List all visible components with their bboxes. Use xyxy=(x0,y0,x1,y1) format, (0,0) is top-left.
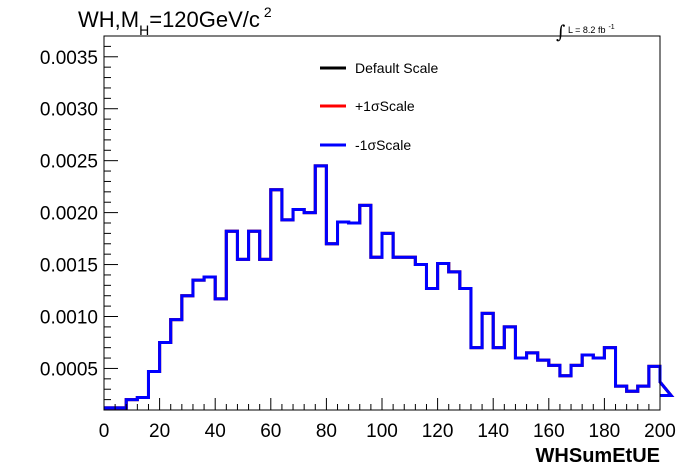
x-tick-label: 140 xyxy=(477,421,509,442)
x-tick-label: 180 xyxy=(589,421,621,442)
svg-text:WH,MH=120GeV/c2: WH,MH=120GeV/c 2 xyxy=(78,4,272,38)
x-tick-label: 40 xyxy=(205,421,226,442)
y-tick-label: 0.0015 xyxy=(40,256,98,277)
legend-label-3: -1σScale xyxy=(355,137,411,153)
x-axis: 0 20 40 60 80 100 120 140 160 180 200 xyxy=(99,398,676,442)
title-part1: WH,M xyxy=(78,7,139,32)
title-subscript: H xyxy=(139,22,149,38)
series-line-3 xyxy=(104,164,675,410)
luminosity-superscript: -1 xyxy=(608,24,614,31)
chart-title: WH,MH=120GeV/c 2 xyxy=(78,4,272,38)
x-tick-label: 20 xyxy=(149,421,170,442)
svg-text:L = 8.2 fb-1: L = 8.2 fb -1 xyxy=(568,24,615,35)
y-tick-label: 0.0030 xyxy=(40,100,98,121)
y-tick-label: 0.0020 xyxy=(40,204,98,225)
x-tick-label: 160 xyxy=(533,421,565,442)
title-superscript: 2 xyxy=(264,4,272,20)
x-tick-label: 0 xyxy=(99,421,110,442)
luminosity-label: ∫ L = 8.2 fb -1 xyxy=(556,22,615,43)
y-axis: 0.0005 0.0010 0.0015 0.0020 0.0025 0.0030 0.00… xyxy=(40,35,118,411)
legend-label-2: +1σScale xyxy=(355,98,415,114)
title-part2: =120GeV/c xyxy=(149,7,260,32)
legend: Default Scale +1σScale -1σScale xyxy=(320,60,438,153)
x-tick-label: 60 xyxy=(260,421,281,442)
y-tick-label: 0.0025 xyxy=(40,152,98,173)
x-tick-label: 120 xyxy=(422,421,454,442)
y-tick-label: 0.0035 xyxy=(40,48,98,69)
legend-label-1: Default Scale xyxy=(355,60,438,76)
luminosity-integral-sign: ∫ xyxy=(556,22,566,43)
y-tick-label: 0.0010 xyxy=(40,308,98,329)
x-axis-label: WHSumEtUE xyxy=(536,445,660,467)
x-tick-label: 80 xyxy=(316,421,337,442)
luminosity-value: L = 8.2 fb xyxy=(568,25,605,35)
y-tick-label: 0.0005 xyxy=(40,359,98,380)
series-layer xyxy=(104,164,675,410)
x-tick-label: 200 xyxy=(644,421,676,442)
x-tick-label: 100 xyxy=(366,421,398,442)
